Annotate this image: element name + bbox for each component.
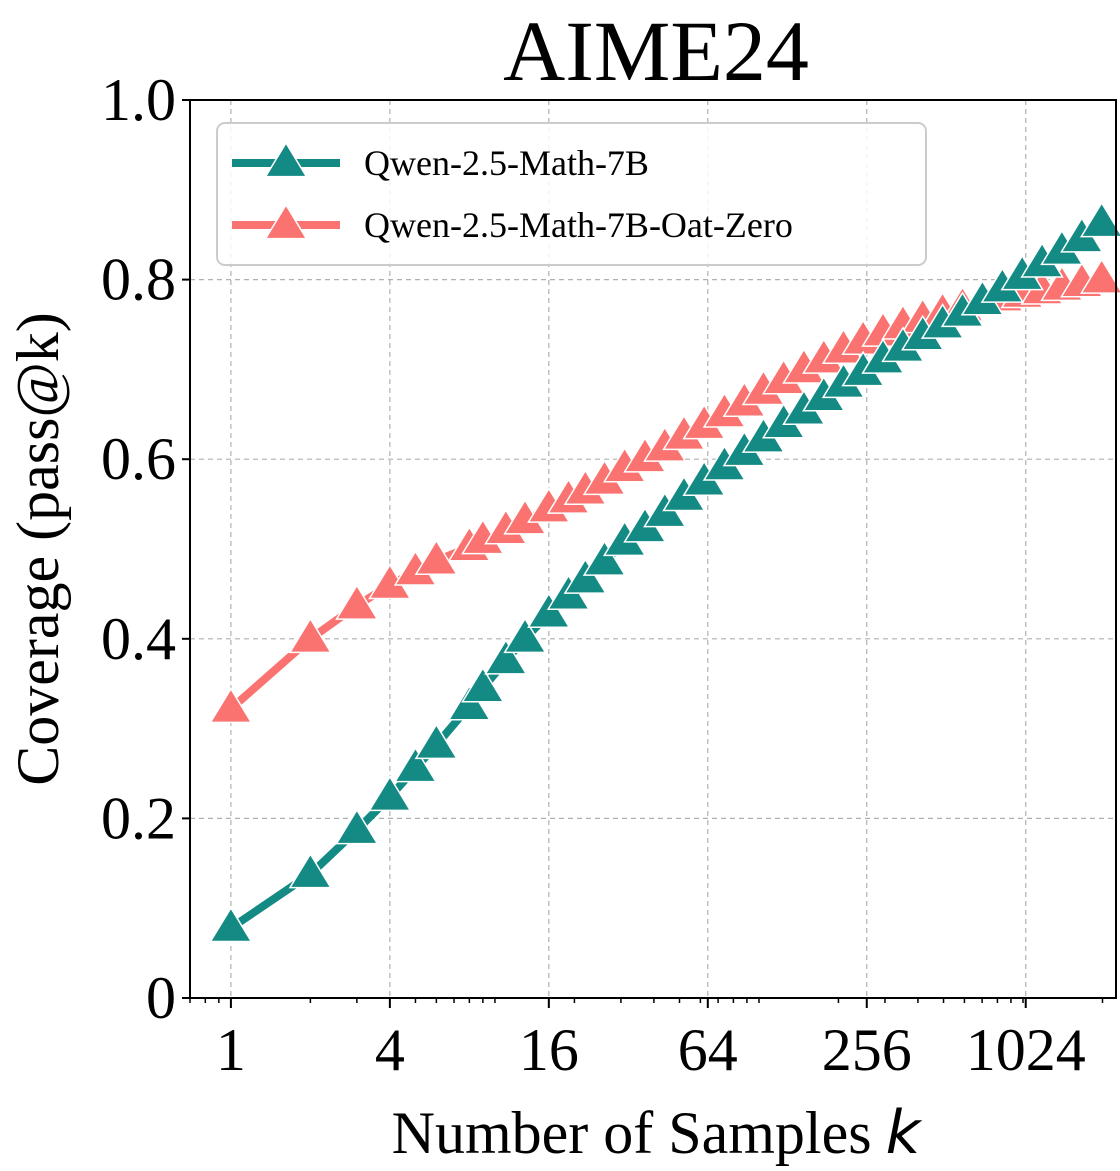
legend-entry-0: Qwen-2.5-Math-7B — [232, 141, 649, 183]
data-point — [1079, 201, 1120, 238]
x-tick-label: 4 — [375, 1017, 405, 1083]
series-1 — [209, 258, 1120, 724]
data-point — [527, 592, 571, 628]
x-axis-label: Number of Samples k — [392, 1098, 923, 1168]
data-point — [563, 558, 608, 594]
data-point — [414, 539, 459, 575]
data-point — [288, 852, 333, 889]
legend-marker — [264, 203, 308, 240]
data-point — [503, 617, 547, 654]
y-tick-label: 1.0 — [101, 67, 176, 133]
chart-title: AIME24 — [503, 3, 809, 99]
legend-entry-1: Qwen-2.5-Math-7B-Oat-Zero — [232, 203, 793, 245]
y-tick-label: 0.6 — [101, 426, 176, 492]
data-point — [582, 540, 627, 576]
axis-ticks: 0 0.2 0.4 0.6 0.8 1.0 1 4 16 64 256 1024 — [101, 67, 1104, 1083]
y-tick-label: 0.2 — [101, 785, 176, 851]
x-tick-label: 1 — [216, 1017, 246, 1083]
legend-box — [216, 122, 927, 266]
data-point — [368, 775, 412, 812]
data-point — [393, 746, 438, 783]
legend-label: Qwen-2.5-Math-7B — [364, 143, 649, 183]
y-tick-label: 0.8 — [101, 247, 176, 313]
data-point — [414, 723, 459, 760]
x-tick-label: 256 — [822, 1017, 912, 1083]
data-point — [335, 808, 379, 845]
y-tick-label: 0.4 — [101, 606, 176, 672]
series-0 — [209, 201, 1120, 943]
y-axis-label: Coverage (pass@k) — [5, 312, 71, 785]
data-point — [1079, 258, 1120, 294]
series-layer — [209, 201, 1120, 943]
x-tick-label: 16 — [519, 1017, 579, 1083]
data-point — [447, 684, 492, 721]
grid — [190, 100, 1116, 998]
x-tick-label: 64 — [678, 1017, 738, 1083]
data-point — [209, 687, 253, 724]
x-axis-label-text: Number of Samples — [392, 1100, 872, 1166]
data-point — [288, 617, 333, 654]
data-point — [209, 906, 253, 943]
legend-label: Qwen-2.5-Math-7B-Oat-Zero — [364, 205, 793, 245]
data-point — [461, 666, 505, 703]
y-tick-label: 0 — [146, 965, 176, 1031]
data-point — [335, 584, 379, 620]
legend: Qwen-2.5-Math-7B Qwen-2.5-Math-7B-Oat-Zer… — [216, 122, 927, 266]
x-tick-label: 1024 — [966, 1017, 1086, 1083]
data-point — [484, 638, 528, 675]
legend-marker — [264, 141, 308, 178]
plot-frame — [189, 99, 1117, 999]
x-axis-variable: k — [886, 1098, 923, 1168]
